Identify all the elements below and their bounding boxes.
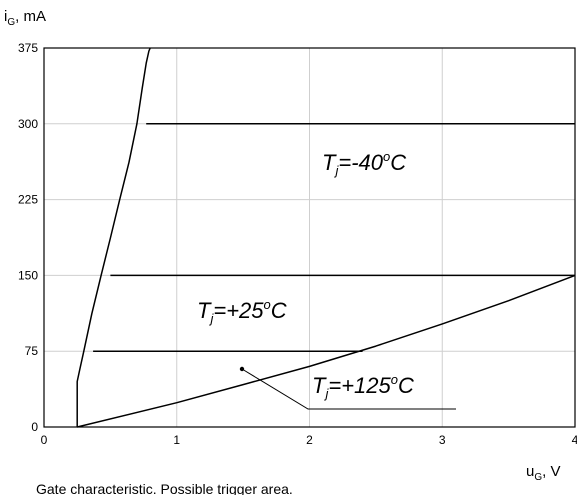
region-label-plus25-sup: o	[264, 297, 271, 312]
region-label-plus25-end: C	[271, 298, 287, 323]
y-tick-label-4: 300	[18, 117, 38, 131]
lower-boundary-curve	[77, 274, 576, 428]
region-label-plus25: Tj=+25oC	[197, 297, 287, 326]
x-tick-label-4: 4	[572, 433, 577, 447]
region-label-minus40-sub: j	[333, 163, 339, 178]
leader-line-plus125	[241, 368, 456, 410]
region-label-plus125-main: T	[312, 373, 327, 398]
tick-labels: 0 1 2 3 4 0 75 150 225 300 375	[18, 41, 577, 447]
y-tick-label-3: 225	[18, 193, 38, 207]
x-axis-label: uG, V	[526, 463, 560, 483]
y-axis-label-unit: , mA	[15, 8, 46, 25]
x-tick-label-2: 2	[306, 433, 313, 447]
x-tick-label-3: 3	[439, 433, 446, 447]
region-label-plus125-rest: =+125	[328, 373, 391, 398]
region-label-plus125-sup: o	[391, 372, 398, 387]
upper-boundary-curve	[76, 47, 151, 427]
region-label-plus25-sub: j	[208, 311, 214, 326]
region-label-minus40-rest: =-40	[338, 150, 383, 175]
region-label-minus40-sup: o	[383, 149, 390, 164]
x-axis-label-main: u	[526, 463, 534, 480]
region-label-plus125-sub: j	[323, 386, 329, 401]
y-axis-label: iG, mA	[4, 8, 46, 28]
y-axis-label-sub: G	[7, 17, 15, 28]
x-axis-label-sub: G	[534, 472, 542, 483]
y-tick-label-2: 150	[18, 268, 38, 282]
y-tick-label-5: 375	[18, 41, 38, 55]
y-axis-label-main: i	[4, 8, 7, 25]
x-tick-label-1: 1	[173, 433, 180, 447]
plot-frame	[43, 47, 576, 428]
region-label-plus125: Tj=+125oC	[312, 372, 414, 401]
region-label-minus40: Tj=-40oC	[322, 149, 406, 178]
region-label-plus125-end: C	[398, 373, 414, 398]
x-tick-label-0: 0	[41, 433, 48, 447]
y-tick-label-0: 0	[31, 420, 38, 434]
region-label-plus25-rest: =+25	[213, 298, 264, 323]
region-label-plus25-main: T	[197, 298, 212, 323]
y-tick-label-1: 75	[25, 344, 39, 358]
leader-dot-plus125	[239, 366, 245, 372]
region-label-minus40-main: T	[322, 150, 337, 175]
region-label-minus40-end: C	[390, 150, 406, 175]
data-lines	[76, 47, 576, 428]
x-axis-label-unit: , V	[542, 463, 560, 480]
chart-caption: Gate characteristic. Possible trigger ar…	[36, 481, 293, 495]
